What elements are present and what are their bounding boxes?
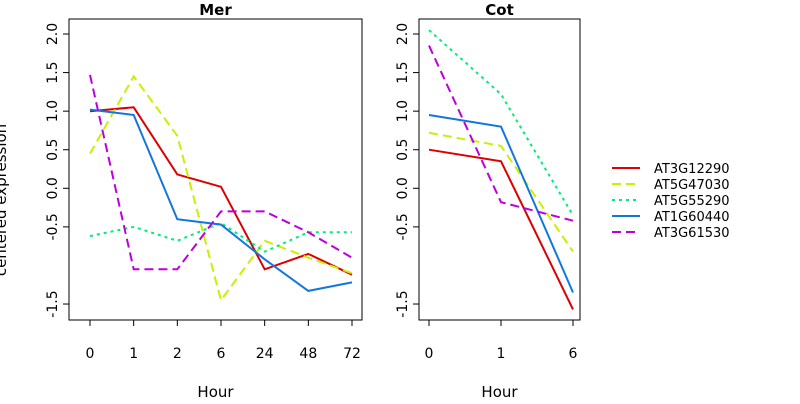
legend-label-at3g61530: AT3G61530 (654, 226, 730, 241)
panel-cot-xlabel: Hour (481, 383, 518, 400)
panel-mer-ytick-label: 0.5 (45, 139, 61, 161)
legend-label-at3g12290: AT3G12290 (654, 162, 730, 177)
panel-cot-ytick-label: 0.0 (395, 177, 411, 199)
panel-cot-series-at5g47030 (428, 131, 574, 253)
panel-cot-ytick-label: 0.5 (395, 139, 411, 161)
panel-mer-xtick-label: 0 (86, 346, 95, 362)
panel-mer-title: Mer (199, 1, 232, 19)
panel-mer-xtick-label: 2 (173, 346, 182, 362)
panel-mer-ytick-label: 1.0 (45, 100, 61, 122)
panel-mer-plot-frame (68, 18, 363, 321)
panel-mer-ylabel: centered expression (0, 124, 10, 276)
panel-mer-series-at5g55290 (89, 221, 352, 253)
panel-cot-ytick-label: 2.0 (395, 23, 411, 45)
legend-label-at1g60440: AT1G60440 (654, 210, 730, 225)
panel-mer-series-at3g61530 (89, 74, 353, 271)
panel-cot-xtick-label: 1 (497, 346, 506, 362)
panel-cot-series-at1g60440 (428, 114, 574, 293)
panel-mer-xtick-label: 24 (256, 346, 274, 362)
panel-cot-xtick-label: 6 (569, 346, 578, 362)
panel-cot-ytick-label: 1.5 (395, 61, 411, 83)
panel-cot-xtick-label: 0 (425, 346, 434, 362)
panel-mer-ytick-label: -0.5 (45, 213, 61, 240)
panel-cot-plot-frame (418, 18, 581, 321)
panel-cot-series-at3g12290 (428, 148, 574, 310)
panel-mer-series-at3g12290 (89, 106, 353, 276)
panel-cot-title: Cot (485, 1, 513, 19)
panel-cot-series-at5g55290 (428, 29, 574, 216)
panel-mer-ytick-label: 0.0 (45, 177, 61, 199)
panel-mer-ytick-label: 1.5 (45, 61, 61, 83)
panel-mer-xtick-label: 48 (299, 346, 317, 362)
panel-mer-xtick-label: 1 (129, 346, 138, 362)
panel-mer-ytick-label: 2.0 (45, 23, 61, 45)
panel-mer-ytick-label: -1.5 (45, 290, 61, 317)
panel-mer-xtick-label: 72 (343, 346, 361, 362)
panel-cot-series-at3g61530 (428, 45, 574, 222)
panel-mer-series-at1g60440 (89, 108, 353, 292)
legend-label-at5g47030: AT5G47030 (654, 178, 730, 193)
panel-cot-ytick-label: -0.5 (395, 213, 411, 240)
panel-mer-series-at5g47030 (89, 74, 353, 303)
legend-label-at5g55290: AT5G55290 (654, 194, 730, 209)
panel-cot-ytick-label: -1.5 (395, 290, 411, 317)
panel-mer-xtick-label: 6 (217, 346, 226, 362)
panel-mer-xlabel: Hour (197, 383, 234, 400)
panel-cot-ytick-label: 1.0 (395, 100, 411, 122)
